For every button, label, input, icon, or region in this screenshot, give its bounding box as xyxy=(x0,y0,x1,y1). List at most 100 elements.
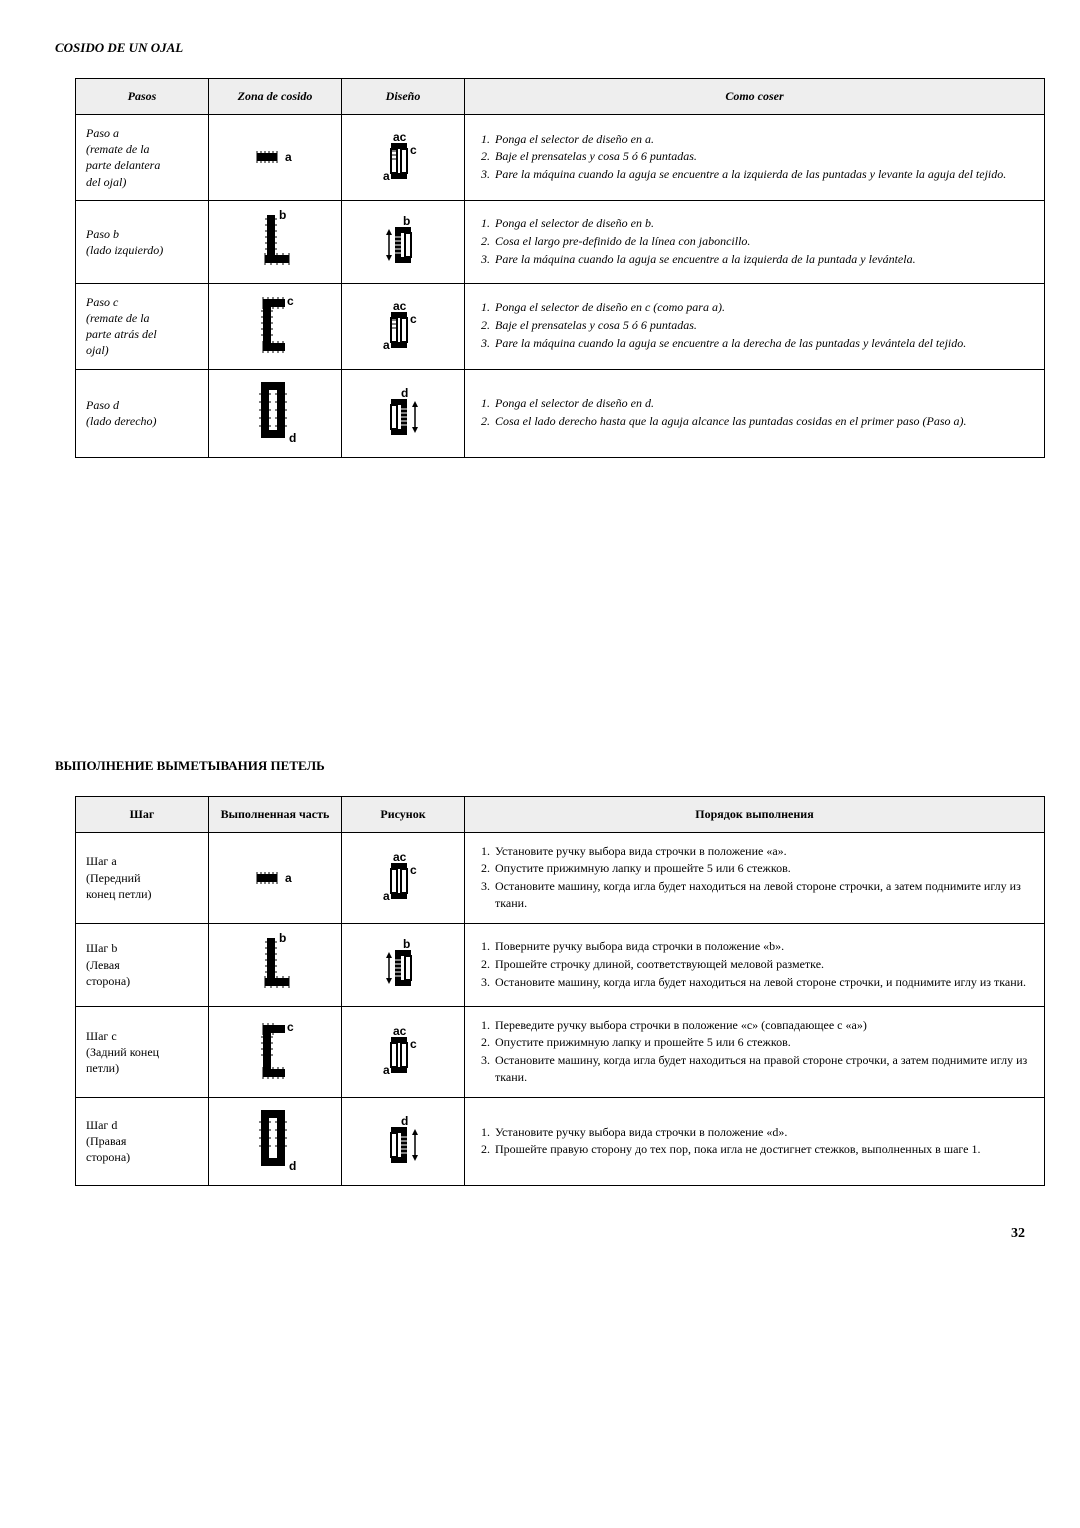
sewn-part-c-icon: c xyxy=(245,291,305,361)
design-cell: ac c a xyxy=(342,115,465,201)
svg-text:a: a xyxy=(383,338,390,352)
table-row: Шаг c (Задний конец петли) c ac xyxy=(76,1006,1045,1097)
list-item: Baje el prensatelas y cosa 5 ó 6 puntada… xyxy=(493,148,1034,165)
list-item: Прошейте строчку длиной, соответствующей… xyxy=(493,956,1034,973)
how-cell: Установите ручку выбора вида строчки в п… xyxy=(465,832,1045,923)
table-row: Paso d (lado derecho) d d xyxy=(76,369,1045,457)
how-cell: Ponga el selector de diseño en b. Cosa e… xyxy=(465,200,1045,283)
svg-text:b: b xyxy=(279,931,286,945)
svg-text:c: c xyxy=(410,143,417,157)
th-diseno: Diseño xyxy=(342,79,465,115)
svg-text:c: c xyxy=(287,1020,294,1034)
design-cell: b xyxy=(342,200,465,283)
how-cell: Ponga el selector de diseño en c (como p… xyxy=(465,283,1045,369)
table-row: Paso a (remate de la parte delantera del… xyxy=(76,115,1045,201)
th-pasos: Pasos xyxy=(76,79,209,115)
table-ru: Шаг Выполненная часть Рисунок Порядок вы… xyxy=(75,796,1045,1186)
list-item: Pare la máquina cuando la aguja se encue… xyxy=(493,166,1034,183)
page-number: 32 xyxy=(55,1226,1025,1242)
list-item: Pare la máquina cuando la aguja se encue… xyxy=(493,335,1034,352)
svg-text:a: a xyxy=(383,169,390,183)
svg-text:c: c xyxy=(410,863,417,877)
list-item: Прошейте правую сторону до тех пор, пока… xyxy=(493,1141,1034,1158)
table-row: Шаг d (Правая сторона) d d xyxy=(76,1097,1045,1185)
design-ac-icon: ac c a xyxy=(373,1024,433,1079)
part-cell: c xyxy=(209,1006,342,1097)
svg-text:b: b xyxy=(279,208,286,222)
how-cell: Ponga el selector de diseño en d. Cosa e… xyxy=(465,369,1045,457)
sewn-part-d-icon: d xyxy=(245,376,305,451)
how-cell: Установите ручку выбора вида строчки в п… xyxy=(465,1097,1045,1185)
table-row: Paso c (remate de la parte atrás del oja… xyxy=(76,283,1045,369)
svg-text:d: d xyxy=(289,1159,296,1173)
table-es: Pasos Zona de cosido Diseño Como coser P… xyxy=(75,78,1045,458)
design-cell: ac c a xyxy=(342,832,465,923)
svg-text:d: d xyxy=(401,1114,408,1128)
svg-text:b: b xyxy=(403,937,410,951)
list-item: Остановите машину, когда игла будет нахо… xyxy=(493,878,1034,912)
step-cell: Шаг b (Левая сторона) xyxy=(76,923,209,1006)
list-item: Cosa el lado derecho hasta que la aguja … xyxy=(493,413,1034,430)
list-item: Baje el prensatelas y cosa 5 ó 6 puntada… xyxy=(493,317,1034,334)
step-cell: Шаг c (Задний конец петли) xyxy=(76,1006,209,1097)
th-shag: Шаг xyxy=(76,796,209,832)
svg-text:ac: ac xyxy=(393,299,407,313)
list-item: Cosa el largo pre-definido de la línea c… xyxy=(493,233,1034,250)
part-cell: a xyxy=(209,832,342,923)
step-cell: Paso a (remate de la parte delantera del… xyxy=(76,115,209,201)
list-item: Ponga el selector de diseño en c (como p… xyxy=(493,299,1034,316)
how-cell: Ponga el selector de diseño en a. Baje e… xyxy=(465,115,1045,201)
design-cell: b xyxy=(342,923,465,1006)
th-ris: Рисунок xyxy=(342,796,465,832)
svg-text:d: d xyxy=(289,431,296,445)
design-d-icon: d xyxy=(373,386,433,441)
svg-text:d: d xyxy=(401,386,408,400)
how-cell: Поверните ручку выбора вида строчки в по… xyxy=(465,923,1045,1006)
step-cell: Paso b (lado izquierdo) xyxy=(76,200,209,283)
svg-text:a: a xyxy=(285,150,292,164)
how-cell: Переведите ручку выбора строчки в положе… xyxy=(465,1006,1045,1097)
list-item: Ponga el selector de diseño en b. xyxy=(493,215,1034,232)
design-cell: ac c a xyxy=(342,1006,465,1097)
svg-text:c: c xyxy=(410,312,417,326)
sewn-part-a-icon: a xyxy=(245,137,305,177)
svg-text:a: a xyxy=(383,1063,390,1077)
design-b-icon: b xyxy=(373,214,433,269)
section-title-ru: ВЫПОЛНЕНИЕ ВЫМЕТЫВАНИЯ ПЕТЕЛЬ xyxy=(55,758,1025,774)
list-item: Опустите прижимную лапку и прошейте 5 ил… xyxy=(493,860,1034,877)
design-cell: ac c a xyxy=(342,283,465,369)
part-cell: b xyxy=(209,200,342,283)
list-item: Опустите прижимную лапку и прошейте 5 ил… xyxy=(493,1034,1034,1051)
sewn-part-b-icon: b xyxy=(245,930,305,1000)
sewn-part-c-icon: c xyxy=(245,1017,305,1087)
svg-text:c: c xyxy=(287,294,294,308)
design-ac-icon: ac c a xyxy=(373,299,433,354)
design-cell: d xyxy=(342,369,465,457)
th-part: Выполненная часть xyxy=(209,796,342,832)
svg-text:a: a xyxy=(383,889,390,903)
svg-text:c: c xyxy=(410,1037,417,1051)
sewn-part-b-icon: b xyxy=(245,207,305,277)
th-poryadok: Порядок выполнения xyxy=(465,796,1045,832)
list-item: Остановите машину, когда игла будет нахо… xyxy=(493,1052,1034,1086)
list-item: Pare la máquina cuando la aguja se encue… xyxy=(493,251,1034,268)
list-item: Установите ручку выбора вида строчки в п… xyxy=(493,843,1034,860)
list-item: Остановите машину, когда игла будет нахо… xyxy=(493,974,1034,991)
th-zona: Zona de cosido xyxy=(209,79,342,115)
design-d-icon: d xyxy=(373,1114,433,1169)
svg-text:ac: ac xyxy=(393,850,407,864)
sewn-part-a-icon: a xyxy=(245,858,305,898)
design-ac-icon: ac c a xyxy=(373,130,433,185)
svg-text:ac: ac xyxy=(393,1024,407,1038)
part-cell: c xyxy=(209,283,342,369)
part-cell: d xyxy=(209,1097,342,1185)
svg-text:a: a xyxy=(285,871,292,885)
part-cell: d xyxy=(209,369,342,457)
design-cell: d xyxy=(342,1097,465,1185)
list-item: Установите ручку выбора вида строчки в п… xyxy=(493,1124,1034,1141)
table-row: Шаг a (Передний конец петли) a ac xyxy=(76,832,1045,923)
svg-text:ac: ac xyxy=(393,130,407,144)
step-cell: Paso d (lado derecho) xyxy=(76,369,209,457)
list-item: Ponga el selector de diseño en d. xyxy=(493,395,1034,412)
step-cell: Шаг a (Передний конец петли) xyxy=(76,832,209,923)
